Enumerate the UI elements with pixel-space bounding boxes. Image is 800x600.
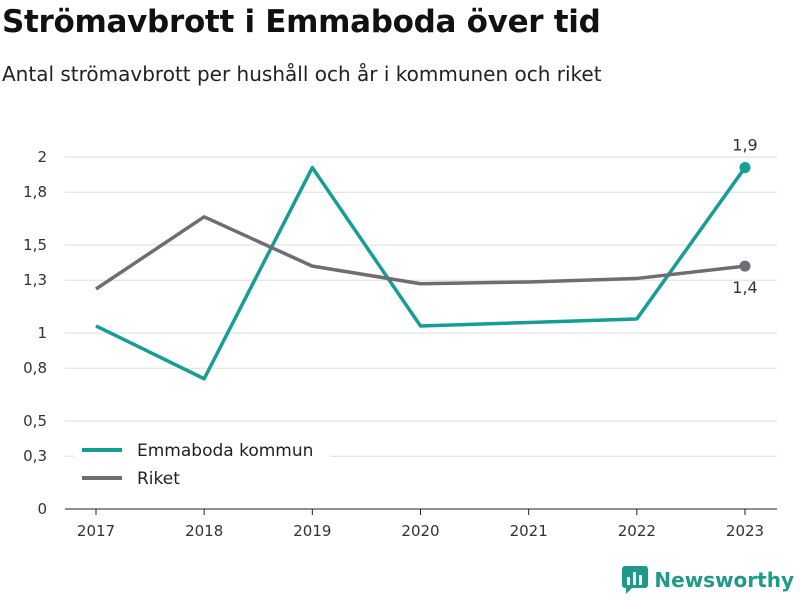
x-tick-label: 2022: [618, 522, 656, 540]
legend-background: [74, 432, 330, 494]
grid-lines: [65, 156, 777, 457]
legend-label: Riket: [137, 469, 180, 489]
endpoint-marker: [739, 162, 751, 174]
chart-title: Strömavbrott i Emmaboda över tid: [2, 4, 601, 40]
bar-chart-icon: [622, 566, 649, 594]
x-tick-label: 2018: [185, 522, 223, 540]
endpoint-value-label: 1,4: [732, 278, 757, 297]
x-tick-label: 2021: [510, 522, 548, 540]
endpoint-value-label: 1,9: [732, 136, 757, 155]
chart-subtitle: Antal strömavbrott per hushåll och år i …: [2, 62, 602, 86]
y-tick-label: 1,8: [23, 183, 47, 201]
y-tick-label: 2: [37, 148, 47, 166]
y-tick-label: 1,5: [23, 236, 47, 254]
legend: Emmaboda kommun Riket: [74, 432, 330, 494]
series-line-emmaboda: [95, 165, 747, 381]
y-tick-label: 0,8: [23, 359, 47, 377]
brand-name: Newsworthy: [654, 568, 794, 592]
legend-label: Emmaboda kommun: [137, 441, 313, 461]
x-tick-label: 2019: [293, 522, 331, 540]
series-line-riket: [95, 215, 746, 291]
y-tick-label: 0,3: [23, 447, 47, 465]
y-axis-ticks: 0 0,3 0,5 0,8 1 1,3 1,5 1,8 2: [23, 148, 47, 518]
series-endpoints: 1,9 1,4: [732, 136, 757, 298]
x-tick-label: 2020: [401, 522, 439, 540]
y-tick-label: 0: [37, 500, 47, 518]
newsworthy-logo: Newsworthy: [622, 566, 794, 594]
x-axis-ticks: 2017 2018 2019 2020 2021 2022 2023: [77, 509, 764, 540]
series-lines: [95, 165, 747, 381]
y-tick-label: 1,3: [23, 271, 47, 289]
y-tick-label: 1: [37, 324, 47, 342]
x-tick-label: 2017: [77, 522, 115, 540]
x-tick-label: 2023: [726, 522, 764, 540]
endpoint-marker: [739, 260, 751, 272]
y-tick-label: 0,5: [23, 412, 47, 430]
